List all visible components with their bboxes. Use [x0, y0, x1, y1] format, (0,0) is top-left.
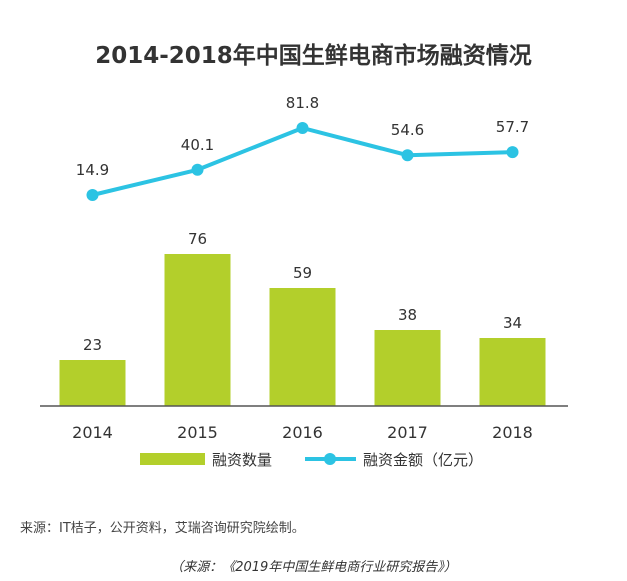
bar-2015 [164, 254, 231, 406]
line-value-label-2017: 54.6 [391, 121, 424, 139]
line-value-label-2016: 81.8 [286, 94, 319, 112]
x-tick-2014: 2014 [72, 423, 113, 442]
line-path [92, 126, 513, 197]
legend: 融资数量 融资金额（亿元） [140, 451, 483, 469]
bar-2017 [374, 330, 441, 406]
bar-series: 23 76 59 38 34 [59, 230, 546, 406]
line-point-2017 [401, 149, 414, 162]
x-tick-2018: 2018 [492, 423, 533, 442]
legend-line-marker [324, 453, 336, 465]
line-value-label-2014: 14.9 [76, 161, 109, 179]
bar-2014 [59, 360, 126, 406]
x-tick-2016: 2016 [282, 423, 323, 442]
line-value-label-2018: 57.7 [496, 118, 529, 136]
x-tick-2015: 2015 [177, 423, 218, 442]
bar-value-label-2018: 34 [503, 314, 522, 332]
source-note: 来源：IT桔子，公开资料，艾瑞咨询研究院绘制。 [20, 521, 305, 536]
line-series: 14.9 40.1 81.8 54.6 57.7 [76, 94, 529, 201]
line-point-2015 [191, 163, 204, 176]
legend-line-label: 融资金额（亿元） [363, 451, 483, 469]
line-value-label-2015: 40.1 [181, 136, 214, 154]
line-point-2014 [86, 189, 99, 201]
line-point-2016 [296, 122, 309, 134]
chart-title: 2014-2018年中国生鲜电商市场融资情况 [95, 43, 532, 69]
bar-value-label-2016: 59 [293, 264, 312, 282]
bar-value-label-2014: 23 [83, 336, 102, 354]
line-point-2018 [506, 146, 519, 159]
bar-value-label-2015: 76 [188, 230, 207, 248]
bar-2018 [479, 338, 546, 406]
x-tick-labels: 2014 2015 2016 2017 2018 [72, 423, 533, 442]
bar-2016 [269, 288, 336, 406]
bar-value-label-2017: 38 [398, 306, 417, 324]
x-tick-2017: 2017 [387, 423, 428, 442]
chart-canvas: 23 76 59 38 34 2014 2015 2016 2017 2018 14.9 40.1… [40, 94, 568, 469]
legend-bar-swatch [140, 453, 205, 465]
report-caption: （来源：《2019年中国生鲜电商行业研究报告》） [170, 560, 457, 575]
legend-bar-label: 融资数量 [212, 451, 272, 469]
